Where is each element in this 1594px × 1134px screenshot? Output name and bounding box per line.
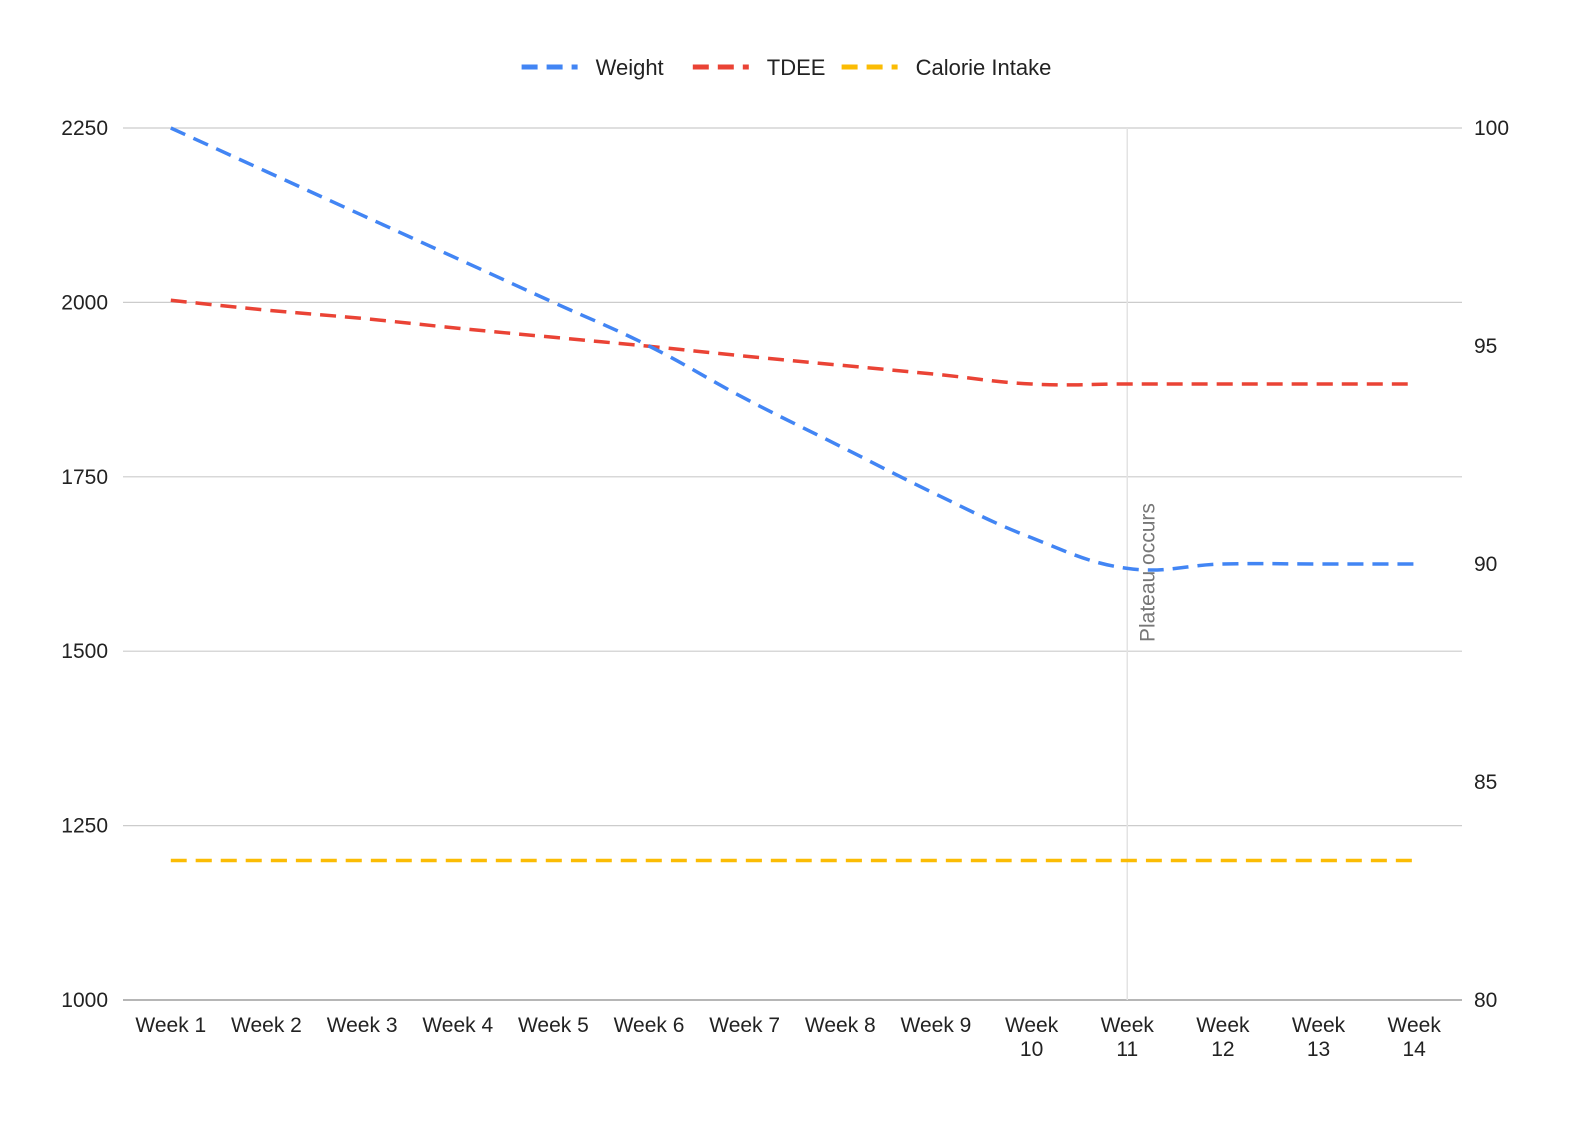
x-tick-label: 11 xyxy=(1116,1038,1138,1061)
series-line-weight xyxy=(170,126,1415,572)
left-tick-label: 1750 xyxy=(61,466,108,489)
x-tick-label: 13 xyxy=(1307,1038,1330,1061)
x-tick-label: 14 xyxy=(1402,1038,1426,1061)
right-tick-label: 95 xyxy=(1474,335,1497,358)
left-tick-label: 1500 xyxy=(61,640,108,663)
legend-label-calorie-intake: Calorie Intake xyxy=(916,55,1052,80)
series-line-tdee xyxy=(170,298,1415,387)
x-tick-label: Week 7 xyxy=(709,1014,780,1037)
x-tick-label: Week 1 xyxy=(135,1014,206,1037)
left-tick-label: 1250 xyxy=(61,815,108,838)
left-tick-label: 2250 xyxy=(61,117,108,140)
series-lines xyxy=(170,126,1415,863)
annotation-label: Plateau occurs xyxy=(1136,503,1159,642)
right-tick-label: 100 xyxy=(1474,117,1509,140)
gridlines xyxy=(123,127,1462,1001)
left-tick-label: 2000 xyxy=(61,291,108,314)
right-axis: 80 85 90 95 100 xyxy=(1474,117,1509,1012)
x-tick-label: Week xyxy=(1292,1014,1346,1037)
left-axis: 1000 1250 1500 1750 2000 2250 xyxy=(61,117,108,1012)
left-tick-label: 1000 xyxy=(61,989,108,1012)
x-tick-label: Week xyxy=(1005,1014,1059,1037)
annotation-layer: Plateau occurs xyxy=(1126,128,1159,1000)
legend-label-tdee: TDEE xyxy=(767,55,826,80)
x-tick-label: Week 8 xyxy=(805,1014,876,1037)
x-tick-label: Week 4 xyxy=(422,1014,493,1037)
x-tick-label: Week 9 xyxy=(901,1014,972,1037)
legend-label-weight: Weight xyxy=(596,55,664,80)
x-tick-label: Week 5 xyxy=(518,1014,589,1037)
right-tick-label: 90 xyxy=(1474,553,1497,576)
x-tick-label: Week 2 xyxy=(231,1014,302,1037)
x-tick-label: 12 xyxy=(1211,1038,1234,1061)
x-tick-label: Week 3 xyxy=(327,1014,398,1037)
x-axis: Week 1 Week 2 Week 3 Week 4 Week 5 Week 6 Week… xyxy=(135,1014,1441,1061)
right-tick-label: 80 xyxy=(1474,989,1497,1012)
x-tick-label: Week xyxy=(1101,1014,1155,1037)
legend: Weight TDEE Calorie Intake xyxy=(521,55,1052,80)
x-tick-label: Week xyxy=(1388,1014,1442,1037)
x-tick-label: Week 6 xyxy=(614,1014,685,1037)
right-tick-label: 85 xyxy=(1474,771,1497,794)
x-tick-label: Week xyxy=(1196,1014,1250,1037)
x-tick-label: 10 xyxy=(1020,1038,1043,1061)
